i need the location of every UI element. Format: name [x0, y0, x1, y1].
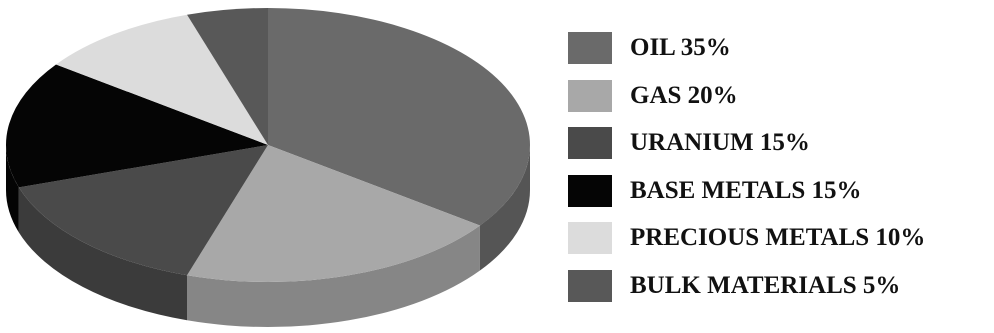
pie-side-oil	[479, 145, 530, 271]
pie-slice-bulk-materials	[187, 8, 268, 145]
legend-item-bulk-materials: BULK MATERIALS 5%	[568, 268, 925, 304]
legend-item-gas: GAS 20%	[568, 78, 925, 114]
legend-label: BASE METALS 15%	[630, 176, 862, 204]
legend-label: GAS 20%	[630, 81, 738, 109]
pie-slice-precious-metals	[56, 14, 268, 145]
legend-swatch	[568, 174, 612, 207]
legend-label: URANIUM 15%	[630, 129, 810, 156]
pie-side-gas	[187, 225, 480, 327]
legend-item-precious-metals: PRECIOUS METALS 10%	[568, 220, 925, 256]
pie-slice-base-metals	[6, 64, 269, 188]
pie-side-base-metals	[6, 145, 19, 233]
legend-label: OIL 35%	[630, 34, 731, 61]
legend-item-uranium: URANIUM 15%	[568, 125, 925, 161]
pie-slice-oil	[268, 8, 530, 226]
legend-item-base-metals: BASE METALS 15%	[568, 173, 925, 209]
legend-label: BULK MATERIALS 5%	[630, 271, 901, 299]
pie-slice-gas	[187, 145, 480, 282]
pie-side-uranium	[18, 187, 188, 321]
legend-swatch	[568, 127, 612, 159]
legend-swatch	[568, 79, 612, 112]
pie-slice-uranium	[18, 145, 268, 276]
legend-swatch	[568, 32, 612, 64]
legend-swatch	[568, 269, 612, 302]
chart-legend: OIL 35% GAS 20% URANIUM 15% BASE METALS 15%…	[568, 30, 925, 315]
legend-swatch	[568, 222, 612, 254]
legend-label: PRECIOUS METALS 10%	[630, 224, 926, 251]
legend-item-oil: OIL 35%	[568, 30, 925, 66]
